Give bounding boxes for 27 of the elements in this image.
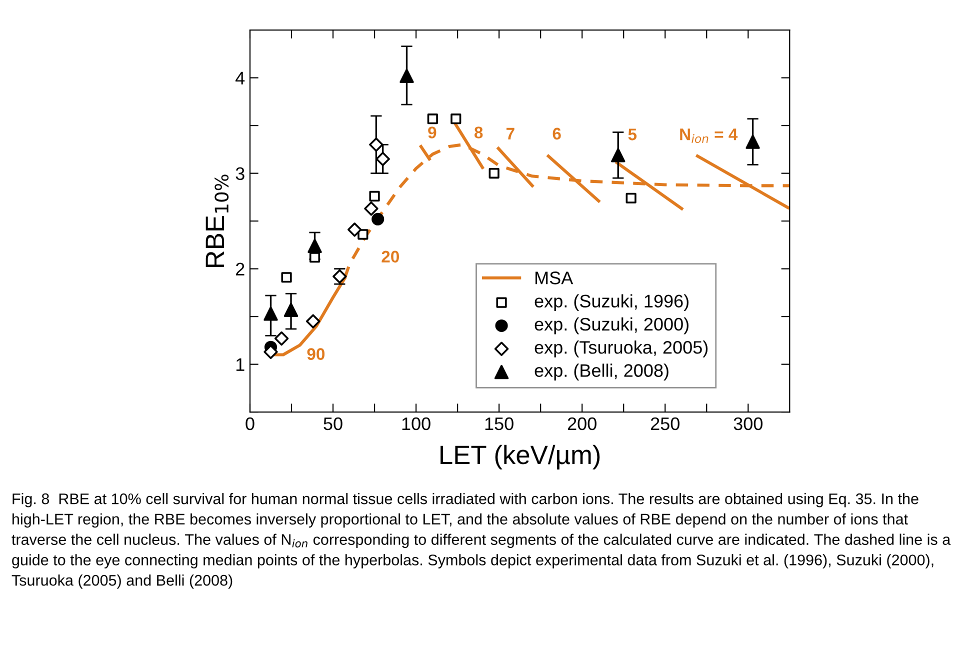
x-tick-label: 200 bbox=[568, 417, 596, 430]
x-tick-label: 50 bbox=[324, 417, 342, 430]
annotation: 6 bbox=[552, 128, 561, 140]
x-axis-title: LET (keV/µm) bbox=[440, 444, 600, 470]
legend-label: MSA bbox=[536, 272, 574, 284]
legend-label: exp. (Suzuki, 2000) bbox=[534, 317, 688, 334]
y-tick-label: 4 bbox=[236, 72, 245, 84]
x-tick-label: 100 bbox=[402, 417, 430, 430]
y-tick-label: 1 bbox=[236, 358, 244, 371]
x-tick-label: 0 bbox=[246, 417, 254, 430]
annotation: 7 bbox=[506, 128, 514, 140]
annotation: 9 bbox=[428, 126, 436, 138]
legend-label: exp. (Suzuki, 1996) bbox=[534, 294, 688, 312]
x-tick-label: 250 bbox=[650, 417, 680, 430]
y-axis-title: RBE$_{10%}$ bbox=[206, 174, 229, 268]
caption: Fig. 8 RBE at 10% cell survival for human normal tissue cells irradiated with carbon ions. The results are obtained using Eq. 35. In the high-LET region, the RBE becomes inversely proportional to LET, and the absolute values of RBE depend on the number of ions that traverse the cell nucleus. The values of N$_{ion}$ corresponding to different segments of the calculated curve are indicated. The dashed line is a guide to the eye connecting median points of the hyperbolas. Symbols depict experimental data from Suzuki et al. (1996), Suzuki (2000), Tsuruoka (2005) and Belli (2008) bbox=[12, 493, 951, 589]
annotation: 90 bbox=[307, 348, 325, 360]
annotation: 8 bbox=[474, 126, 483, 138]
y-tick-label: 3 bbox=[236, 167, 244, 180]
legend-label: exp. (Tsuruoka, 2005) bbox=[534, 340, 708, 358]
y-tick-label: 2 bbox=[236, 262, 244, 276]
legend-label: exp. (Belli, 2008) bbox=[534, 364, 668, 381]
annotation: 5 bbox=[628, 128, 637, 140]
x-tick-label: 300 bbox=[734, 417, 762, 430]
annotation: N$_{ion}$ = 4 bbox=[680, 128, 738, 144]
x-tick-label: 150 bbox=[485, 417, 514, 430]
annotation: 20 bbox=[382, 250, 399, 263]
